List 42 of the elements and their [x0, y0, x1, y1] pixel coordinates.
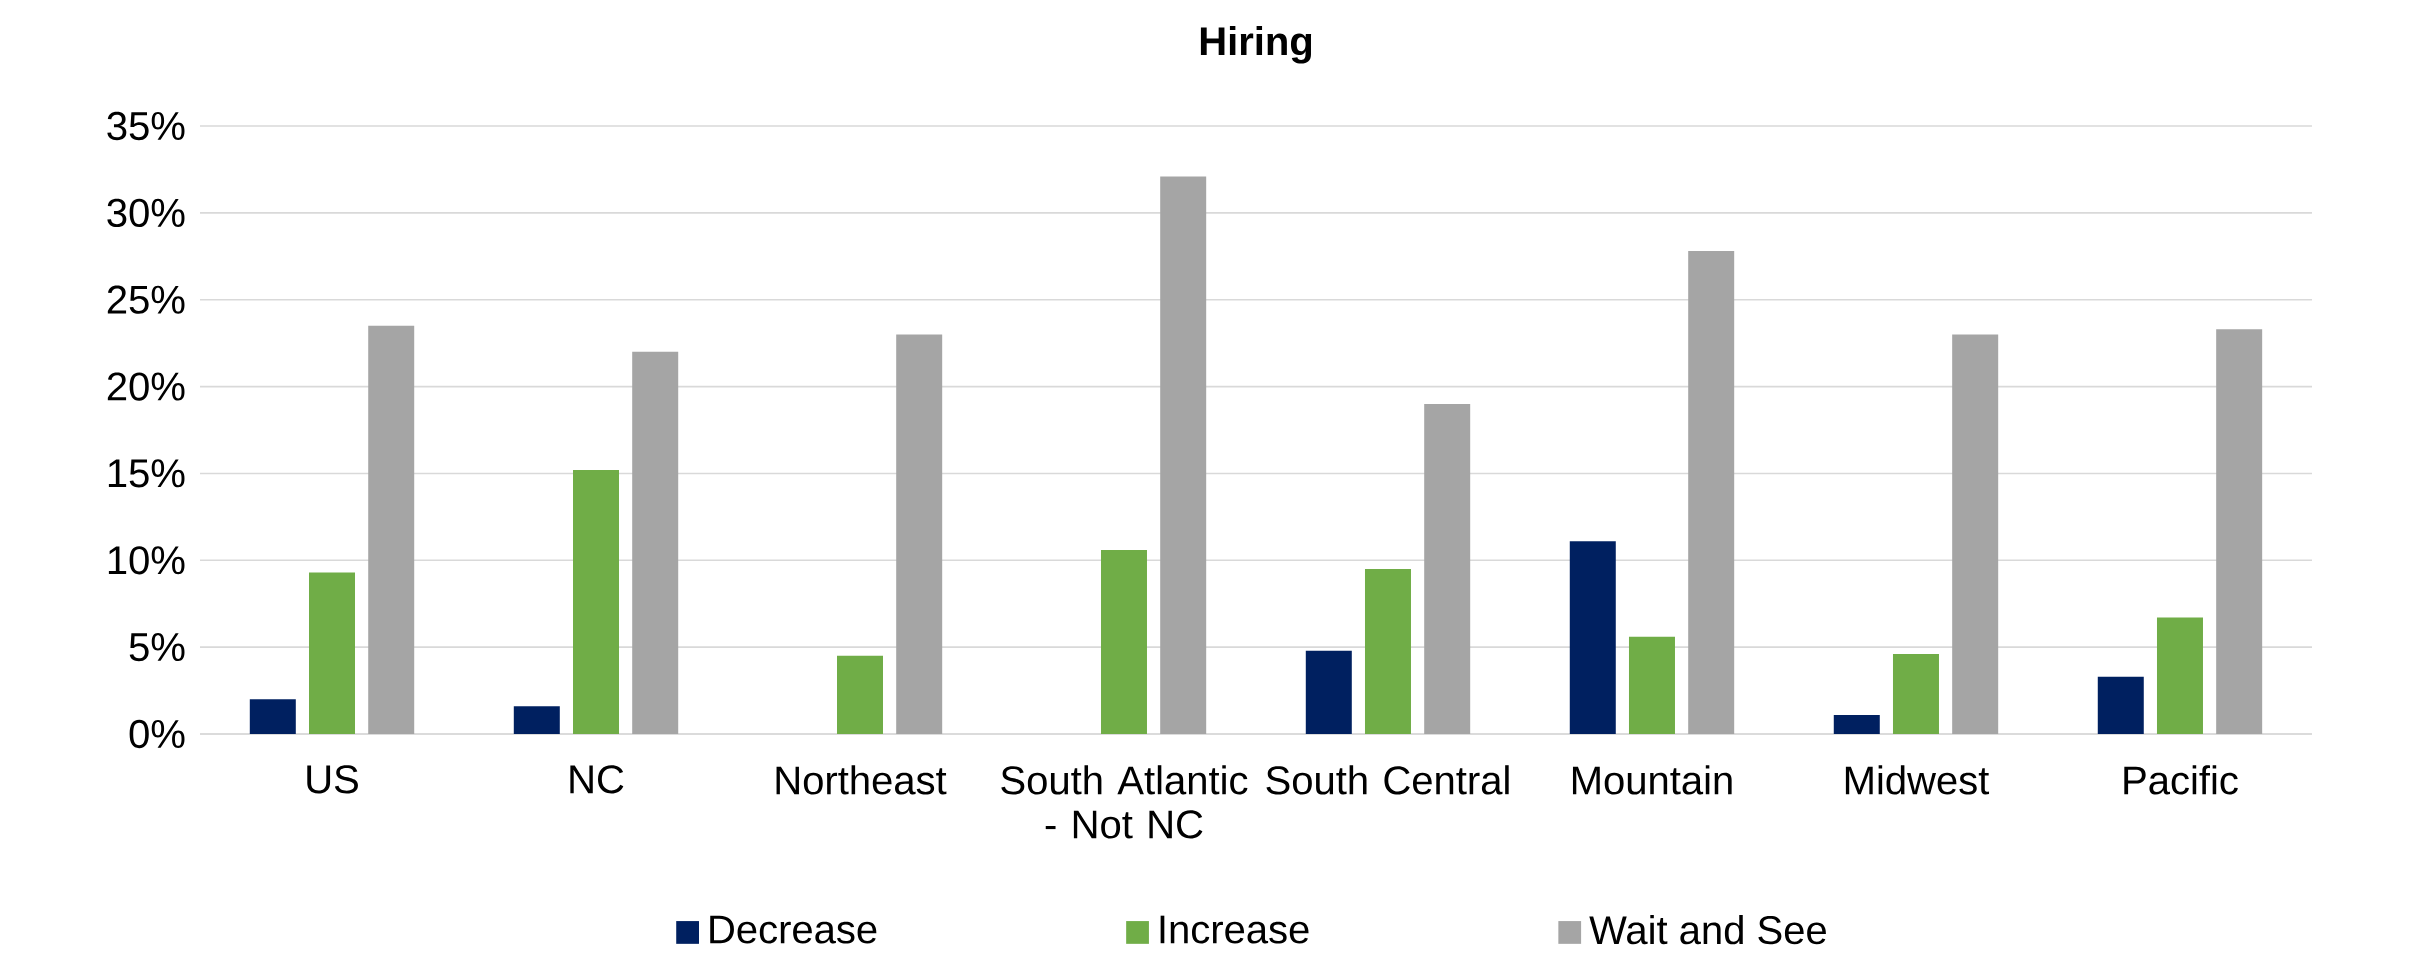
x-tick-label: Mountain — [1572, 765, 1732, 795]
bar — [2216, 329, 2263, 734]
legend-label: Wait and See — [1589, 914, 1826, 945]
bar — [513, 706, 560, 734]
x-tick-label: Northeast — [776, 765, 947, 795]
y-tick-label: 25% — [107, 285, 185, 314]
bar — [1160, 176, 1207, 734]
legend-label: Increase — [1160, 915, 1309, 944]
x-tick-label: South Central — [1266, 765, 1509, 795]
bar — [632, 351, 679, 734]
bar — [1833, 714, 1880, 734]
bar — [1100, 549, 1147, 734]
y-tick-label: 10% — [108, 546, 185, 575]
bar — [1424, 403, 1471, 734]
x-tick-label: Midwest — [1845, 765, 1990, 795]
y-tick-label: 5% — [129, 633, 185, 662]
bar — [309, 572, 356, 734]
x-tick-label: Pacific — [2124, 765, 2238, 795]
bar — [837, 655, 883, 734]
bar — [1364, 568, 1411, 734]
y-tick-label: 0% — [129, 719, 185, 749]
bar — [1952, 334, 1999, 734]
bar — [1688, 251, 1735, 734]
x-tick-label: US — [307, 765, 358, 794]
y-tick-label: 20% — [107, 372, 185, 401]
bar — [2097, 676, 2144, 734]
legend-label: Decrease — [710, 915, 877, 944]
bar — [1569, 541, 1616, 734]
bar — [1892, 654, 1939, 734]
bar — [1305, 650, 1352, 734]
bar — [368, 325, 415, 734]
bar — [2156, 617, 2203, 734]
y-tick-label: 35% — [107, 111, 185, 141]
bar — [896, 334, 943, 734]
bar — [573, 469, 619, 734]
y-tick-label: 30% — [107, 198, 185, 228]
bar — [249, 699, 296, 734]
y-tick-label: 15% — [108, 459, 185, 488]
chart-title: Hiring — [1200, 26, 1312, 64]
bar — [1628, 636, 1675, 734]
x-tick-label: NC — [570, 765, 624, 794]
x-tick-label: South Atlantic - Not NC — [1001, 765, 1248, 839]
